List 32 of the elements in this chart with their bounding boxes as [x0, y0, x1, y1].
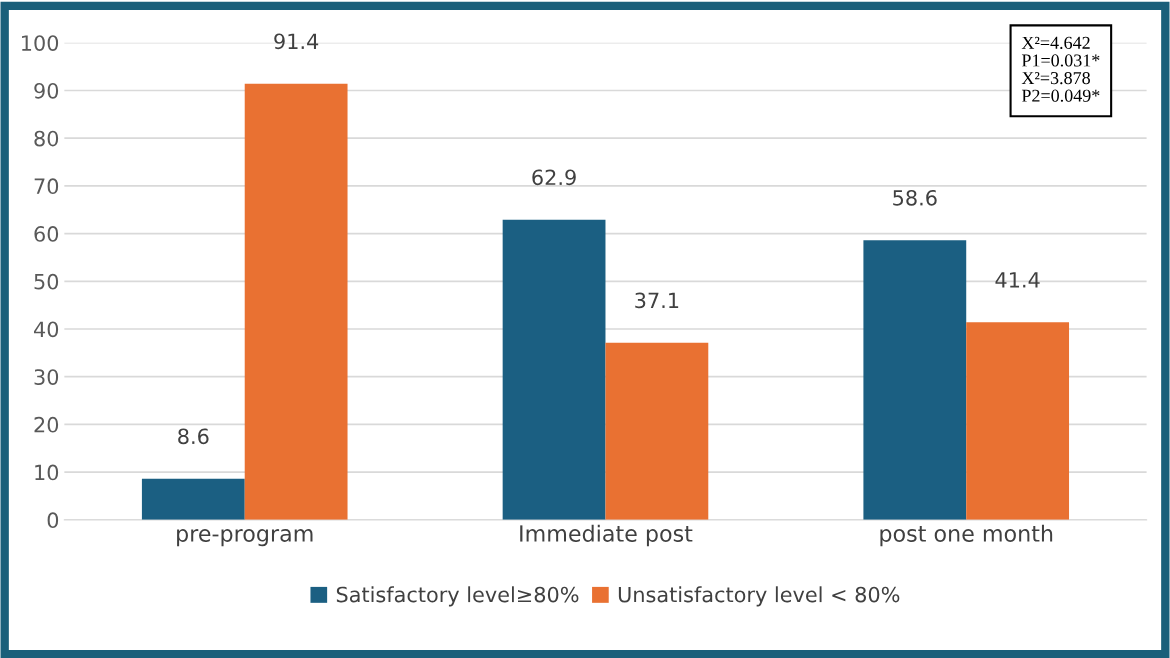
- legend-label: Satisfactory level≥80%: [336, 586, 579, 607]
- data-label: 37.1: [635, 292, 679, 309]
- y-tick-label: 50: [34, 273, 59, 290]
- bar: [502, 219, 606, 520]
- data-label: 62.9: [532, 169, 576, 186]
- y-tick-label: 40: [34, 321, 59, 338]
- bar: [605, 342, 709, 520]
- y-tick-label: 10: [35, 464, 59, 481]
- annotation: X²=3.878: [1021, 71, 1090, 85]
- x-tick-label: Immediate post: [520, 524, 693, 547]
- x-tick-label: pre-program: [177, 529, 313, 547]
- y-tick-label: 70: [34, 178, 59, 195]
- x-tick-label: post one month: [880, 524, 1053, 547]
- bar: [141, 478, 245, 520]
- bar: [966, 322, 1070, 520]
- legend-label: Unsatisfactory level < 80%: [618, 586, 900, 607]
- y-tick-label: 60: [34, 226, 59, 242]
- data-label: 41.4: [995, 272, 1040, 288]
- annotation: P2=0.049*: [1021, 89, 1100, 102]
- annotation: X²=4.642: [1021, 36, 1090, 49]
- bar: [244, 83, 348, 520]
- data-label: 58.6: [893, 189, 937, 206]
- y-tick-label: 30: [34, 369, 59, 385]
- annotation: P1=0.031*: [1021, 54, 1100, 67]
- bar: [863, 240, 967, 520]
- y-tick-label: 100: [22, 35, 59, 51]
- y-tick-label: 20: [34, 416, 59, 433]
- y-tick-label: 90: [34, 82, 59, 99]
- y-tick-label: 0: [47, 512, 59, 529]
- data-label: 91.4: [274, 33, 319, 50]
- data-label: 8.6: [178, 428, 209, 445]
- y-tick-label: 80: [34, 130, 59, 147]
